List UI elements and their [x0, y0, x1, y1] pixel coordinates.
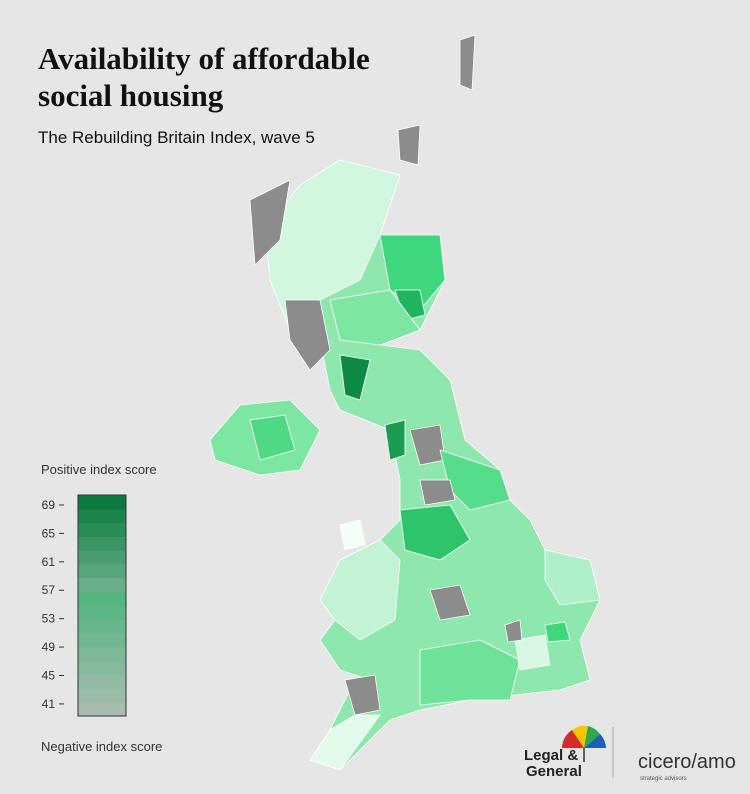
southwest-gray: [344, 674, 381, 716]
legend-swatch: [78, 564, 126, 579]
legend-swatch: [78, 674, 126, 689]
subtitle: The Rebuilding Britain Index, wave 5: [38, 128, 315, 147]
legend: Positive index score Negative index score…: [41, 462, 162, 754]
legend-tick-label: 49: [42, 640, 56, 654]
legend-tick-label: 41: [42, 697, 56, 711]
legend-swatch: [78, 495, 126, 510]
legend-swatch: [78, 646, 126, 662]
legend-swatch: [78, 619, 126, 634]
legend-swatch: [78, 536, 126, 551]
wales-region: [319, 539, 401, 641]
shetland-gray: [459, 34, 476, 91]
south-region: [419, 639, 521, 706]
uk-map: [209, 34, 601, 771]
legend-swatch: [78, 688, 126, 703]
northern-ireland-west: [249, 414, 296, 461]
logo-left-line2: General: [526, 763, 582, 780]
central-scotland: [329, 289, 421, 346]
legend-bottom-label: Negative index score: [41, 739, 162, 754]
midlands-gray: [429, 584, 471, 621]
legend-frame: [77, 494, 127, 717]
legend-swatch: [78, 577, 126, 593]
umbrella-red: [562, 730, 584, 748]
logo-right-tagline: strategic advisors: [640, 776, 687, 782]
glasgow-area: [339, 354, 371, 401]
legend-tick-label: 53: [42, 612, 56, 626]
legend-swatch: [78, 550, 126, 565]
east-anglia-region: [544, 549, 601, 606]
title: Availability of affordable social housin…: [38, 41, 370, 113]
cornwall-region: [309, 714, 381, 771]
legend-swatch: [78, 591, 126, 606]
orkney-gray: [397, 124, 421, 166]
southeast-region: [544, 621, 571, 643]
legend-tick-label: 57: [42, 583, 56, 597]
west-highland-gray: [284, 299, 331, 371]
london-gray: [504, 619, 523, 643]
north-england-gray: [419, 479, 456, 506]
highlands-region: [264, 159, 401, 331]
legend-swatch: [78, 702, 126, 717]
legend-swatch: [78, 660, 126, 676]
cumbria-region: [384, 419, 406, 461]
logo-right: cicero/amo: [638, 751, 736, 773]
legend-swatch: [78, 633, 126, 648]
wales-north-white: [339, 519, 366, 551]
legend-swatch: [78, 522, 126, 537]
umbrella-blue: [584, 734, 606, 748]
logo-left-line1: Legal &: [524, 747, 578, 764]
legal-general-logo: Legal & General: [524, 725, 606, 780]
london-region: [514, 634, 551, 671]
legend-tick-label: 69: [42, 498, 56, 512]
umbrella-green: [584, 726, 600, 748]
legend-tick-label: 65: [42, 526, 56, 540]
legend-top-label: Positive index score: [41, 462, 157, 477]
umbrella-yellow: [572, 725, 588, 748]
legend-tick-label: 45: [42, 668, 56, 682]
legend-swatch: [78, 605, 126, 620]
hebrides-gray: [249, 179, 291, 266]
midlands-region: [399, 504, 471, 561]
legend-swatch: [78, 508, 126, 524]
legend-tick-label: 61: [42, 555, 56, 569]
